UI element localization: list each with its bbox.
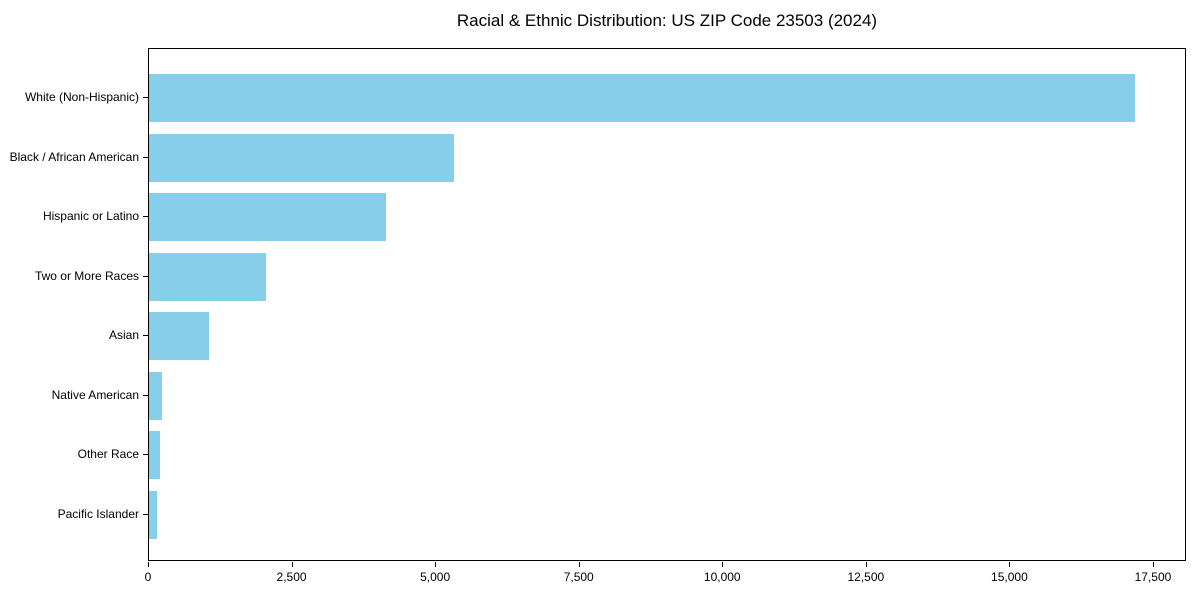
y-axis-label: Asian bbox=[108, 328, 139, 343]
x-axis-tick-label: 15,000 bbox=[991, 570, 1028, 584]
x-axis-tick-label: 5,000 bbox=[420, 570, 451, 584]
x-axis-tick bbox=[722, 562, 724, 567]
y-axis-tick bbox=[143, 335, 148, 337]
y-axis-tick bbox=[143, 514, 148, 515]
x-axis-tick bbox=[1152, 562, 1154, 567]
x-axis-tick-label: 7,500 bbox=[563, 570, 594, 584]
x-axis-tick bbox=[291, 562, 293, 567]
y-axis-label: Other Race bbox=[77, 447, 139, 462]
x-axis-tick-label: 10,000 bbox=[703, 570, 741, 584]
y-axis-tick bbox=[143, 394, 148, 396]
bar bbox=[149, 133, 455, 182]
bar bbox=[149, 193, 387, 242]
y-axis-tick bbox=[143, 216, 148, 218]
bar bbox=[149, 431, 160, 480]
y-axis-tick bbox=[143, 275, 148, 277]
y-axis-tick bbox=[143, 454, 148, 456]
x-axis-tick bbox=[435, 562, 437, 567]
x-axis-tick bbox=[865, 562, 867, 567]
y-axis-label: Pacific Islander bbox=[57, 507, 139, 521]
x-axis-tick-label: 0 bbox=[144, 570, 152, 584]
x-axis-tick bbox=[578, 562, 580, 567]
y-axis-label: White (Non-Hispanic) bbox=[24, 90, 139, 104]
x-axis-tick-label: 2,500 bbox=[276, 570, 307, 584]
y-axis-tick bbox=[143, 97, 148, 98]
x-axis-tick-label: 12,500 bbox=[847, 570, 885, 584]
bar bbox=[149, 491, 158, 539]
y-axis-label: Hispanic or Latino bbox=[42, 209, 139, 224]
bar bbox=[149, 252, 267, 301]
y-axis-label: Black / African American bbox=[9, 149, 139, 164]
x-axis-tick-label: 17,500 bbox=[1134, 570, 1172, 584]
y-axis-label: Two or More Races bbox=[34, 268, 139, 283]
bar bbox=[149, 74, 1135, 122]
plot-area bbox=[148, 48, 1186, 561]
chart-title: Racial & Ethnic Distribution: US ZIP Cod… bbox=[456, 11, 878, 30]
bar bbox=[149, 312, 209, 361]
y-axis-tick bbox=[143, 156, 148, 158]
x-axis-tick bbox=[1009, 562, 1011, 567]
y-axis-label: Native American bbox=[51, 387, 139, 402]
bar bbox=[149, 371, 162, 420]
x-axis-tick bbox=[148, 562, 149, 567]
